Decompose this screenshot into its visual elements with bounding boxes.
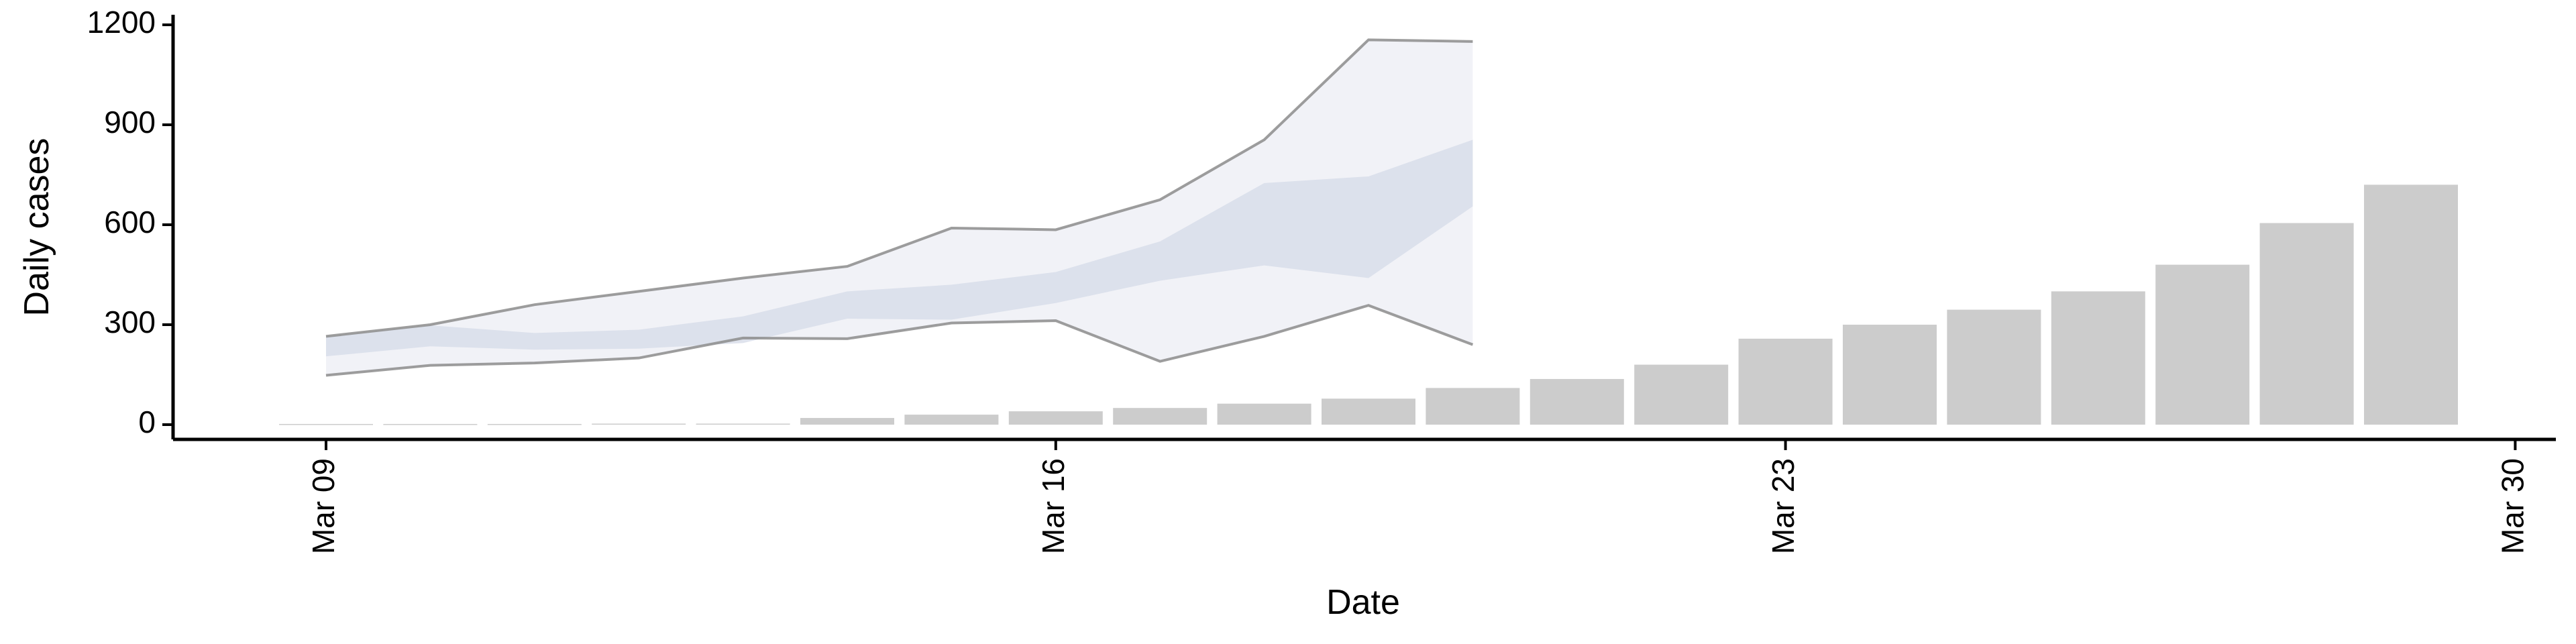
- y-axis-ticks: 0 300 600 900 1200: [87, 5, 173, 439]
- outer-band-lower-line: [325, 304, 1474, 377]
- bar: [487, 424, 582, 425]
- x-axis-title: Date: [1326, 583, 1400, 622]
- axes: [171, 15, 2556, 441]
- bar: [1947, 309, 2041, 425]
- bar: [1529, 378, 1624, 425]
- outer-band-upper-line: [325, 38, 1473, 338]
- bar: [1843, 325, 1937, 425]
- bar: [279, 424, 373, 425]
- x-tick-label: Mar 30: [2496, 458, 2530, 554]
- inner-band-area: [326, 140, 1473, 357]
- bar: [1426, 388, 1520, 425]
- projection-bands: [325, 38, 1474, 377]
- bar: [800, 418, 894, 425]
- y-tick-label: 1200: [87, 5, 156, 40]
- x-tick-label: Mar 16: [1036, 458, 1071, 554]
- bar-series: [279, 184, 2458, 425]
- y-tick-label: 0: [138, 405, 156, 439]
- outer-band-area: [326, 40, 1473, 376]
- bar: [383, 424, 478, 425]
- bar: [904, 415, 999, 425]
- x-axis-ticks: Mar 09 Mar 16 Mar 23 Mar 30: [306, 439, 2530, 554]
- bar: [1217, 403, 1311, 425]
- y-tick-label: 300: [104, 305, 156, 339]
- bar: [2051, 291, 2145, 425]
- bar: [2155, 264, 2250, 425]
- bar: [2259, 223, 2354, 425]
- bar: [1322, 398, 1415, 425]
- bar: [1634, 364, 1729, 425]
- bar: [1738, 338, 1833, 425]
- y-tick-label: 600: [104, 205, 156, 239]
- bar: [696, 423, 790, 425]
- bar: [2364, 184, 2458, 425]
- bar: [1113, 408, 1208, 425]
- y-tick-label: 900: [104, 105, 156, 140]
- x-tick-label: Mar 09: [306, 458, 341, 554]
- bar: [592, 423, 686, 425]
- x-tick-label: Mar 23: [1766, 458, 1801, 554]
- y-axis-title: Daily cases: [17, 138, 56, 317]
- bar: [1008, 411, 1103, 425]
